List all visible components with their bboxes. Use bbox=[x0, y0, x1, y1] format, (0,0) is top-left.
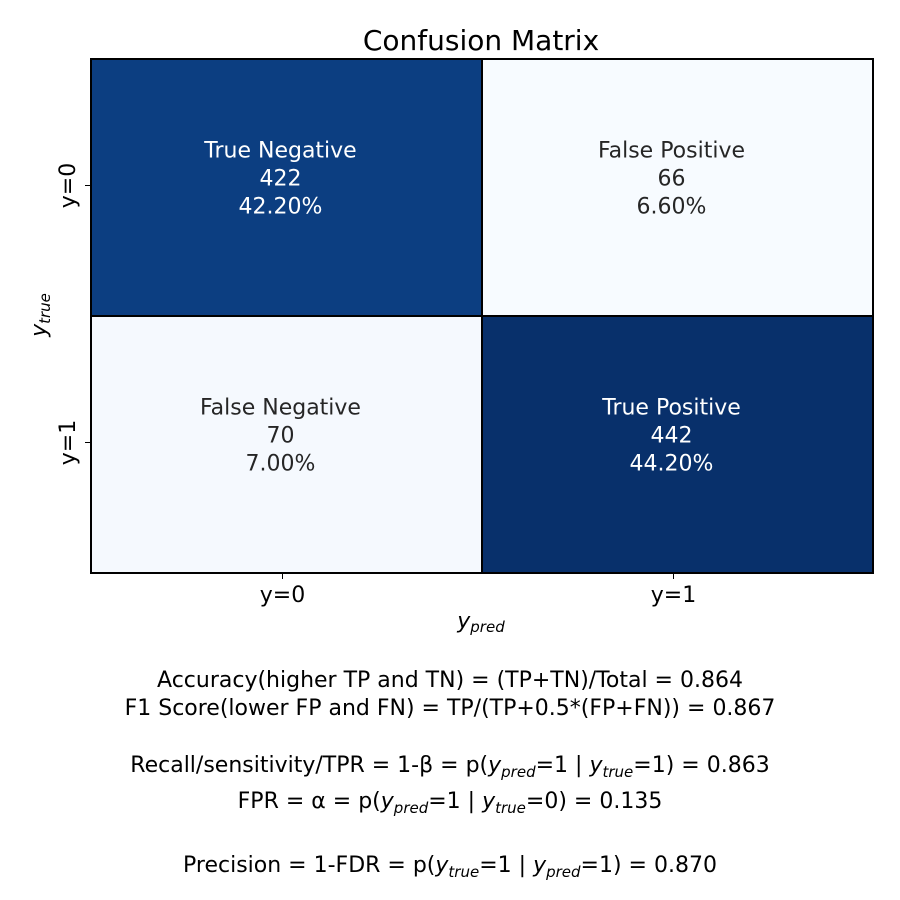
f1-value: 0.867 bbox=[712, 696, 776, 721]
cell-name-label: True Negative bbox=[203, 139, 356, 164]
heatmap-cell bbox=[481, 315, 874, 574]
precision-label: Precision = 1-FDR = p( bbox=[183, 853, 436, 878]
precision-line: Precision = 1-FDR = p(ytrue=1 | ypred=1)… bbox=[183, 853, 717, 881]
accuracy-label: Accuracy(higher TP and TN) = (TP+TN)/Tot… bbox=[157, 668, 680, 693]
cell-true-positive: True Positive 442 44.20% bbox=[481, 315, 874, 574]
cell-name-label: False Negative bbox=[200, 396, 361, 421]
heatmap-cell bbox=[481, 58, 874, 317]
x-tick-label: y=0 bbox=[260, 583, 305, 608]
heatmap-cell bbox=[90, 315, 483, 574]
f1-line: F1 Score(lower FP and FN) = TP/(TP+0.5*(… bbox=[0, 698, 900, 720]
f1-label: F1 Score(lower FP and FN) = TP/(TP+0.5*(… bbox=[124, 696, 713, 721]
cell-false-positive: False Positive 66 6.60% bbox=[481, 58, 874, 317]
axis-ticks: y=0 y=1 y=0 y=1 bbox=[56, 163, 696, 608]
cell-name-label: False Positive bbox=[598, 139, 745, 164]
x-axis-label: ypred bbox=[456, 609, 505, 636]
heatmap-cell bbox=[90, 58, 483, 317]
precision-value: 0.870 bbox=[653, 853, 717, 878]
accuracy-line: Accuracy(higher TP and TN) = (TP+TN)/Tot… bbox=[0, 670, 900, 692]
cell-name-label: True Positive bbox=[601, 396, 741, 421]
fpr-label: FPR = α = p( bbox=[237, 789, 381, 814]
cell-true-negative: True Negative 422 42.20% bbox=[90, 58, 483, 317]
cell-percent-label: 44.20% bbox=[630, 452, 714, 477]
cell-count-label: 422 bbox=[260, 167, 302, 192]
heatmap-frame bbox=[90, 58, 874, 574]
cell-count-label: 70 bbox=[267, 424, 295, 449]
chart-title: Confusion Matrix bbox=[363, 24, 599, 57]
recall-label: Recall/sensitivity/TPR = 1-β = p( bbox=[130, 753, 489, 778]
cell-count-label: 442 bbox=[651, 424, 693, 449]
y-axis-label: ytrue bbox=[27, 293, 54, 338]
recall-value: 0.863 bbox=[706, 753, 770, 778]
heatmap-cells: True Negative 422 42.20% False Positive 66 6.… bbox=[90, 58, 874, 574]
x-tick-label: y=1 bbox=[651, 583, 696, 608]
cell-percent-label: 6.60% bbox=[637, 195, 707, 220]
cell-count-label: 66 bbox=[658, 167, 686, 192]
y-tick-label: y=1 bbox=[56, 420, 81, 465]
recall-line: Recall/sensitivity/TPR = 1-β = p(ypred=1… bbox=[130, 753, 770, 781]
confusion-matrix-chart: Confusion Matrix True Negative 422 42.20% F… bbox=[27, 24, 874, 636]
cell-percent-label: 42.20% bbox=[239, 195, 323, 220]
cell-percent-label: 7.00% bbox=[246, 452, 316, 477]
accuracy-value: 0.864 bbox=[679, 668, 743, 693]
y-tick-label: y=0 bbox=[56, 163, 81, 208]
fpr-line: FPR = α = p(ypred=1 | ytrue=0) = 0.135 bbox=[237, 789, 663, 817]
fpr-value: 0.135 bbox=[599, 789, 663, 814]
cell-false-negative: False Negative 70 7.00% bbox=[90, 315, 483, 574]
